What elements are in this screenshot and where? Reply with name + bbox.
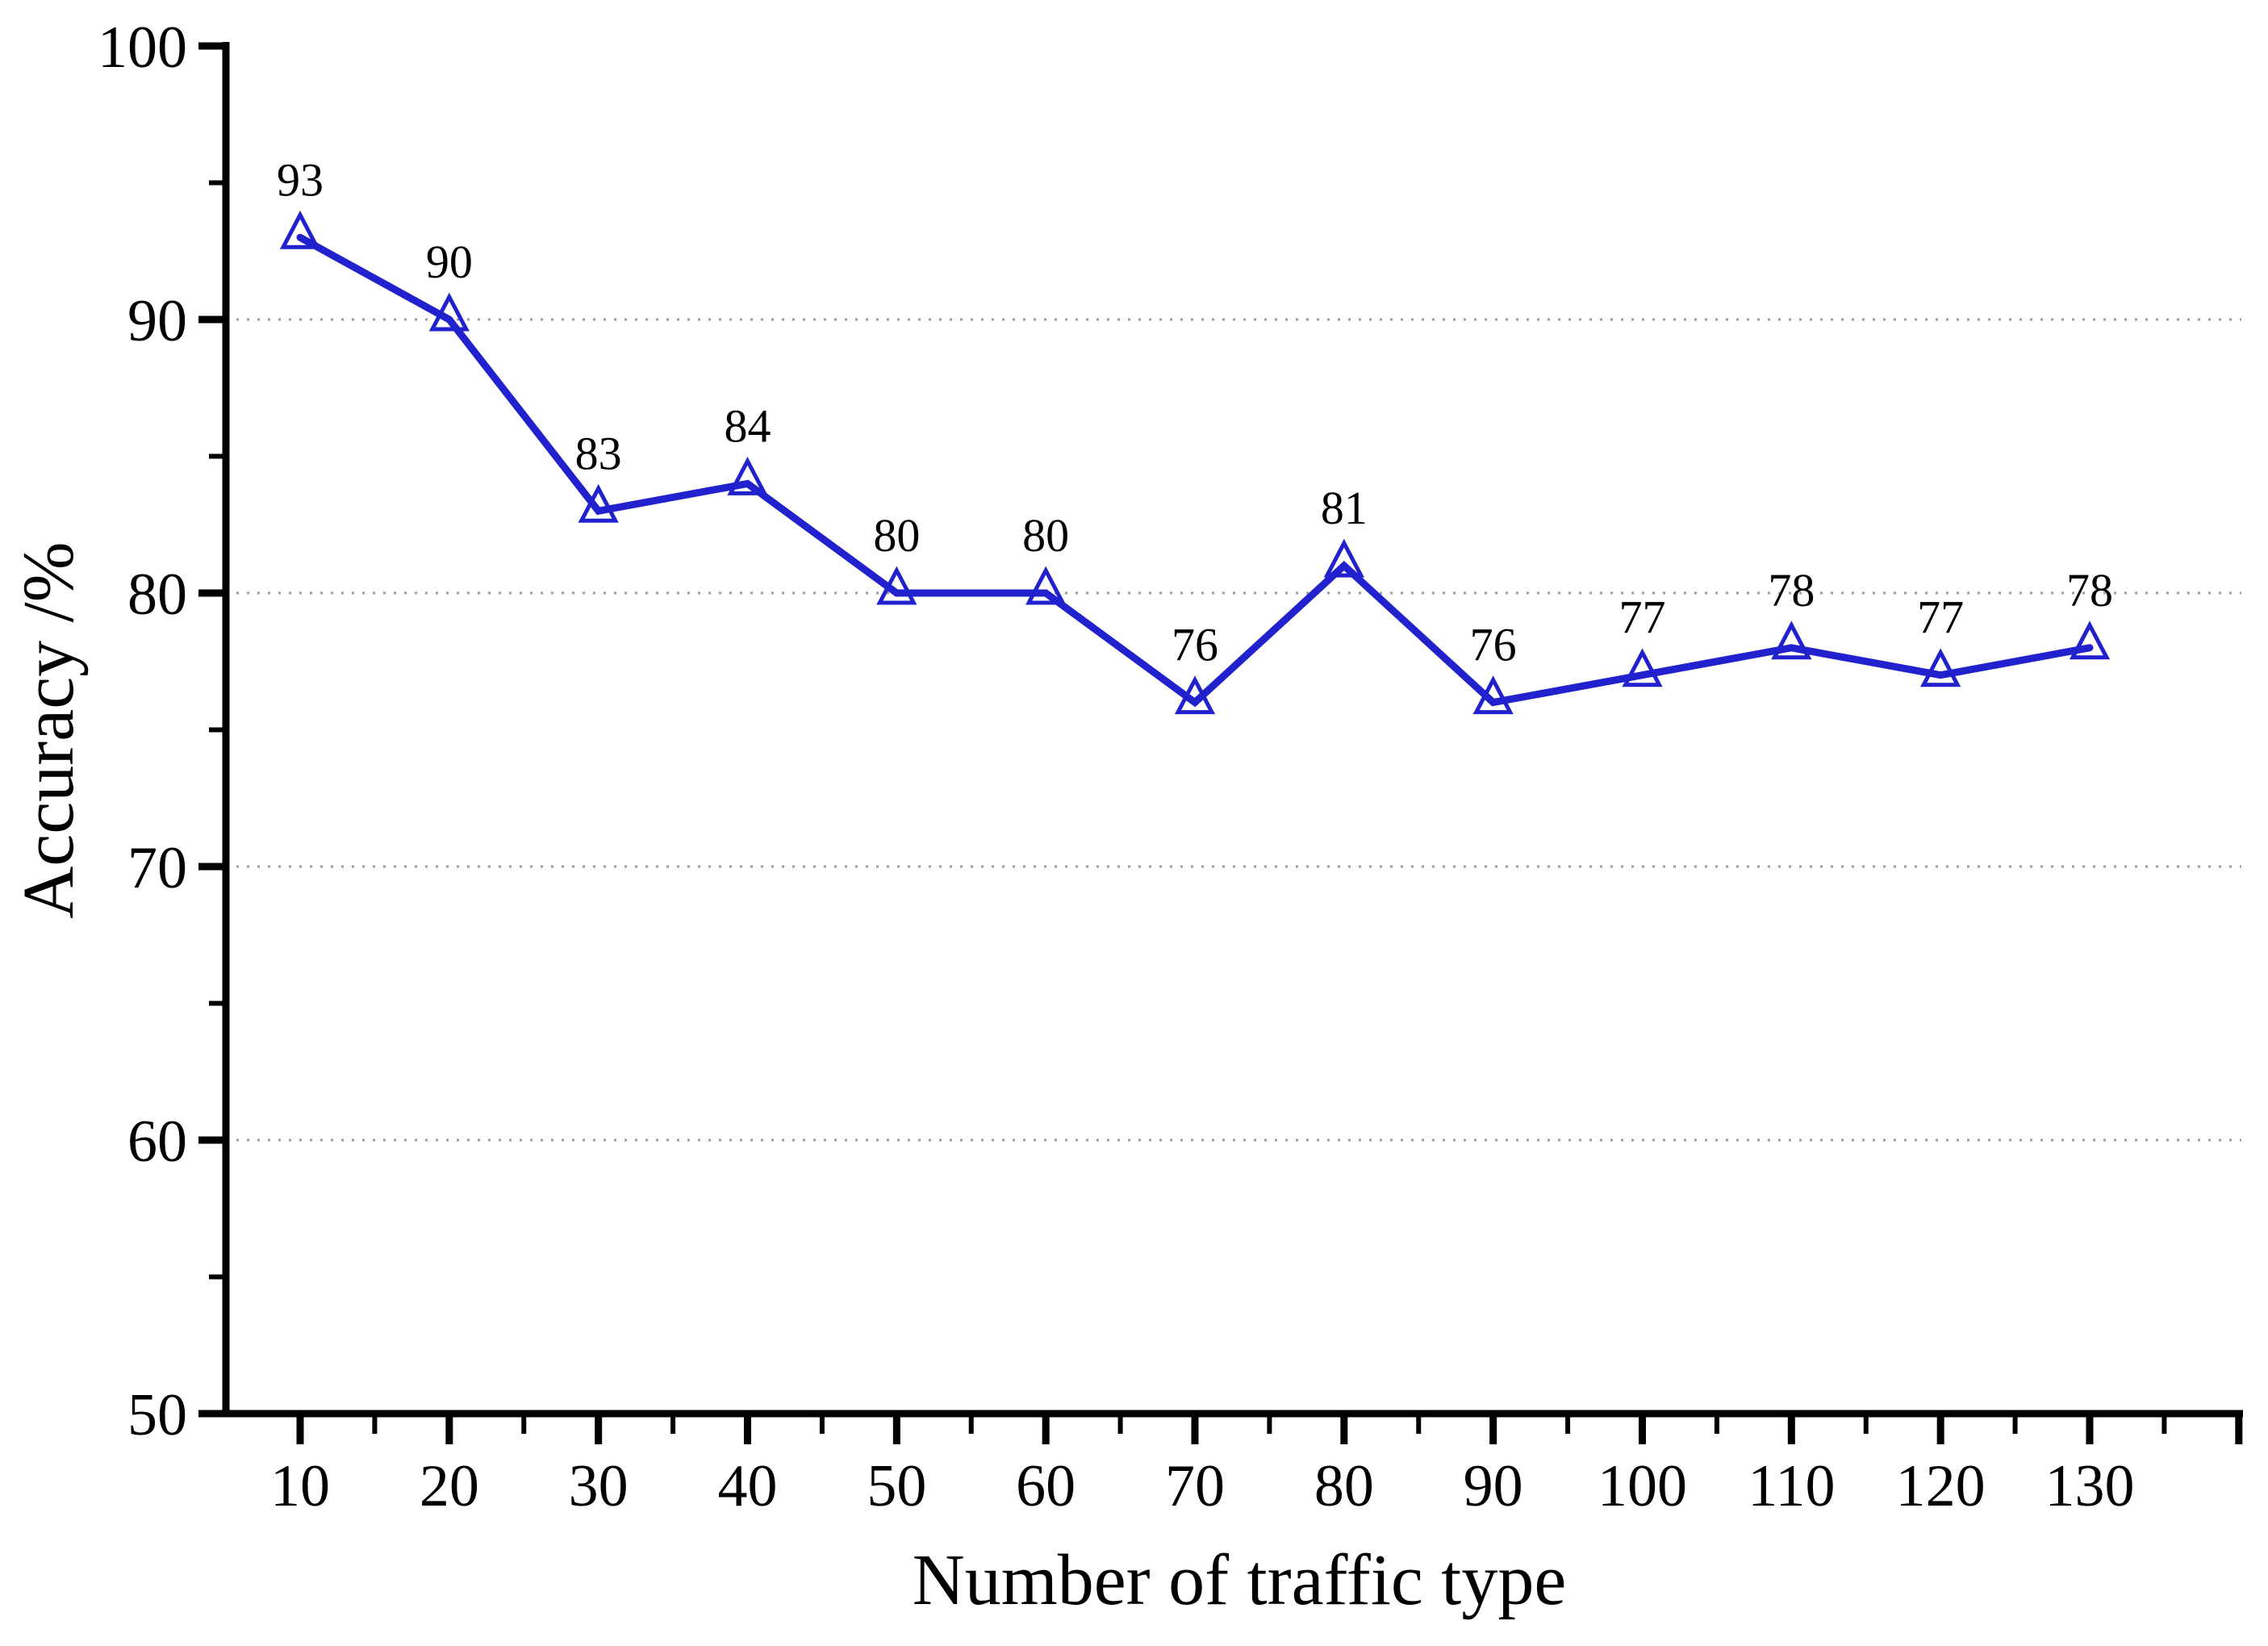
data-point-label-x10: 93 bbox=[277, 153, 324, 206]
data-point-label-x30: 83 bbox=[575, 427, 622, 479]
data-point-label-x50: 80 bbox=[873, 509, 920, 562]
y-tick-label-70: 70 bbox=[127, 835, 187, 901]
x-tick-label-10: 10 bbox=[270, 1453, 330, 1519]
data-point-label-x20: 90 bbox=[426, 236, 473, 288]
data-point-marker-x40 bbox=[727, 457, 768, 495]
data-point-label-x60: 80 bbox=[1022, 509, 1069, 562]
data-point-marker-x30 bbox=[578, 483, 619, 523]
x-tick-label-130: 130 bbox=[2045, 1453, 2134, 1519]
data-point-marker-x90 bbox=[1472, 675, 1514, 715]
data-point-label-x100: 77 bbox=[1619, 591, 1665, 644]
data-series bbox=[296, 233, 2094, 708]
x-tick-label-80: 80 bbox=[1314, 1453, 1374, 1519]
data-point-marker-x10 bbox=[279, 210, 321, 249]
x-tick-label-100: 100 bbox=[1598, 1453, 1687, 1519]
y-axis-ticks bbox=[198, 42, 226, 1418]
axes bbox=[222, 42, 2243, 1418]
y-axis-title: Accuracy /% bbox=[9, 541, 89, 918]
x-tick-label-110: 110 bbox=[1748, 1453, 1835, 1519]
data-point-label-x40: 84 bbox=[724, 399, 771, 452]
data-point-markers bbox=[279, 210, 2111, 715]
y-axis-tick-labels: 50 60 70 80 90 100 bbox=[98, 15, 187, 1448]
x-tick-label-20: 20 bbox=[420, 1453, 479, 1519]
gridlines bbox=[226, 318, 2241, 1142]
data-point-label-x120: 77 bbox=[1917, 591, 1964, 644]
y-tick-label-90: 90 bbox=[127, 288, 187, 354]
data-point-marker-x70 bbox=[1174, 675, 1216, 715]
y-tick-label-50: 50 bbox=[127, 1382, 187, 1448]
data-point-label-x110: 78 bbox=[1768, 564, 1815, 616]
data-point-marker-x130 bbox=[2069, 620, 2111, 660]
data-point-marker-x110 bbox=[1771, 620, 1812, 660]
x-tick-label-50: 50 bbox=[867, 1453, 926, 1519]
data-point-label-x70: 76 bbox=[1172, 619, 1218, 671]
series-line bbox=[296, 233, 2094, 708]
x-tick-label-90: 90 bbox=[1464, 1453, 1523, 1519]
x-tick-label-60: 60 bbox=[1016, 1453, 1076, 1519]
data-point-label-x90: 76 bbox=[1470, 619, 1517, 671]
x-tick-label-40: 40 bbox=[717, 1453, 777, 1519]
x-axis-ticks bbox=[296, 1414, 2243, 1444]
x-axis-tick-labels: 10 20 30 40 50 60 70 80 90 100 110 120 130 bbox=[270, 1453, 2134, 1519]
data-point-marker-x20 bbox=[428, 292, 470, 332]
data-point-label-x130: 78 bbox=[2066, 564, 2113, 616]
data-point-marker-x120 bbox=[1920, 648, 1961, 687]
x-tick-label-70: 70 bbox=[1165, 1453, 1225, 1519]
data-point-label-x80: 81 bbox=[1321, 482, 1368, 534]
y-tick-label-100: 100 bbox=[98, 15, 187, 81]
x-axis-title: Number of traffic type bbox=[913, 1540, 1567, 1620]
data-point-labels: 93 90 83 84 80 80 76 81 76 77 78 77 78 bbox=[277, 153, 2113, 671]
x-tick-label-30: 30 bbox=[569, 1453, 629, 1519]
data-point-marker-x80 bbox=[1323, 538, 1364, 578]
data-point-marker-x60 bbox=[1025, 566, 1067, 605]
x-tick-label-120: 120 bbox=[1896, 1453, 1986, 1519]
data-point-marker-x50 bbox=[876, 566, 917, 605]
data-point-marker-x100 bbox=[1622, 648, 1663, 687]
y-tick-label-60: 60 bbox=[127, 1109, 187, 1175]
y-tick-label-80: 80 bbox=[127, 562, 187, 628]
